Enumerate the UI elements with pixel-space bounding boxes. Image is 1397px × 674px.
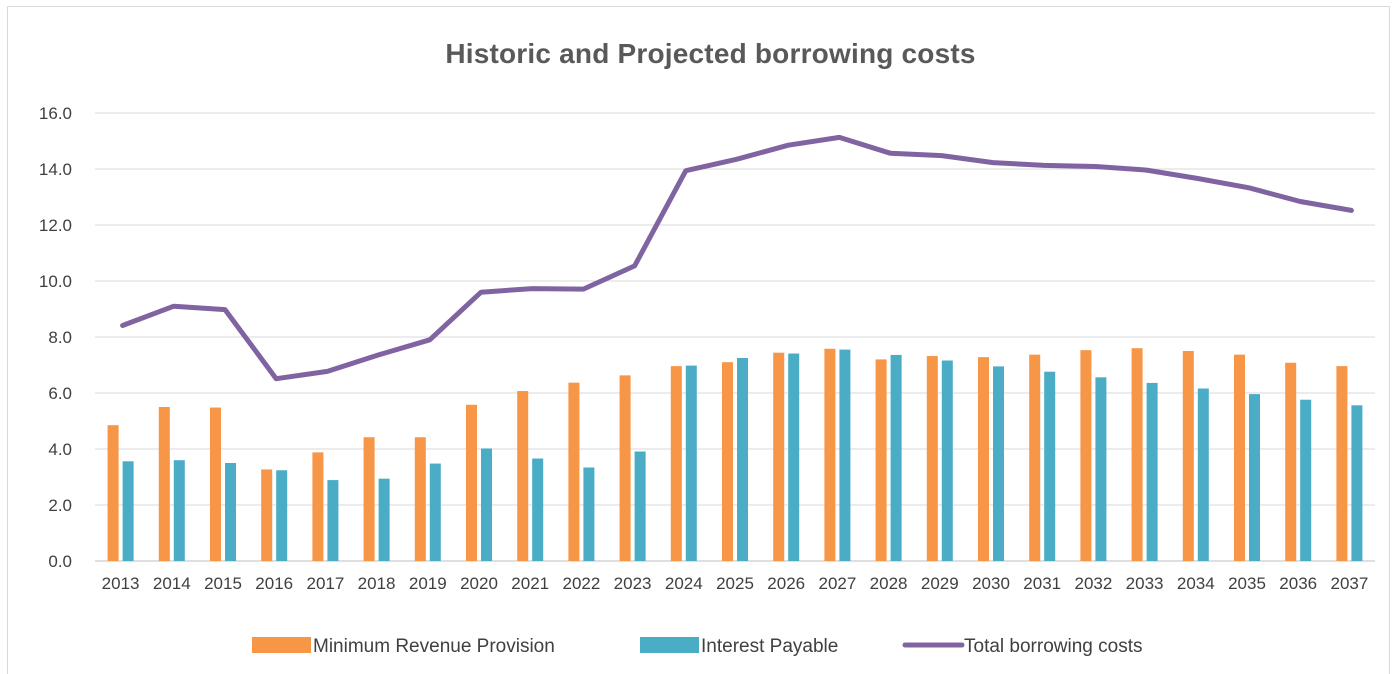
bar-mrp xyxy=(875,359,887,561)
x-tick-label: 2035 xyxy=(1228,574,1266,593)
bar-mrp xyxy=(312,452,324,561)
bars xyxy=(107,348,1363,561)
legend-label: Minimum Revenue Provision xyxy=(313,636,555,657)
gridlines xyxy=(95,112,1375,562)
bar-interest xyxy=(1146,382,1158,561)
bar-mrp xyxy=(261,469,273,561)
bar-mrp xyxy=(1182,351,1194,561)
bar-mrp xyxy=(210,407,221,561)
x-tick-label: 2028 xyxy=(870,574,908,593)
chart-area xyxy=(7,6,1390,674)
bar-interest xyxy=(737,358,748,561)
x-tick-label: 2032 xyxy=(1074,574,1112,593)
total-borrowing-line xyxy=(120,134,1354,382)
x-tick-label: 2019 xyxy=(409,574,447,593)
legend-swatch xyxy=(640,637,699,653)
x-tick-label: 2033 xyxy=(1126,574,1164,593)
x-tick-label: 2014 xyxy=(153,574,191,593)
bar-mrp xyxy=(1336,366,1348,561)
x-tick-label: 2030 xyxy=(972,574,1010,593)
bar-mrp xyxy=(107,425,119,561)
x-tick-label: 2016 xyxy=(255,574,293,593)
bar-mrp xyxy=(414,437,426,561)
bar-interest xyxy=(1095,377,1107,561)
bar-interest xyxy=(890,354,902,561)
legend-label: Interest Payable xyxy=(701,636,838,657)
bar-mrp xyxy=(363,437,375,561)
bar-interest xyxy=(122,461,134,561)
x-tick-label: 2018 xyxy=(358,574,396,593)
x-tick-label: 2017 xyxy=(306,574,344,593)
bar-mrp xyxy=(670,366,682,561)
bar-mrp xyxy=(158,407,170,561)
series-line xyxy=(120,134,1354,382)
y-tick-label: 16.0 xyxy=(39,104,72,123)
bar-mrp xyxy=(619,375,631,561)
y-tick-label: 0.0 xyxy=(48,552,72,571)
y-axis-ticks: 0.0 2.0 4.0 6.0 8.0 10.0 12.0 14.0 16.0 xyxy=(39,104,72,571)
x-tick-label: 2024 xyxy=(665,574,703,593)
bar-interest xyxy=(481,448,492,561)
x-tick-label: 2021 xyxy=(511,574,549,593)
x-tick-label: 2022 xyxy=(562,574,600,593)
x-tick-label: 2026 xyxy=(767,574,805,593)
x-tick-label: 2013 xyxy=(102,574,140,593)
bar-interest xyxy=(788,353,800,561)
bar-mrp xyxy=(1285,362,1297,561)
bar-interest xyxy=(327,480,339,561)
legend-label: Total borrowing costs xyxy=(964,636,1142,657)
bar-mrp xyxy=(824,348,836,561)
y-tick-label: 10.0 xyxy=(39,272,72,291)
bar-mrp xyxy=(1131,348,1143,561)
x-tick-label: 2034 xyxy=(1177,574,1215,593)
y-tick-label: 6.0 xyxy=(48,384,72,403)
y-tick-label: 4.0 xyxy=(48,440,72,459)
bar-mrp xyxy=(1234,354,1245,561)
x-tick-label: 2020 xyxy=(460,574,498,593)
x-tick-label: 2023 xyxy=(614,574,652,593)
bar-interest xyxy=(634,451,646,561)
bar-interest xyxy=(1351,405,1363,561)
bar-mrp xyxy=(978,357,989,561)
x-tick-label: 2037 xyxy=(1330,574,1368,593)
bar-mrp xyxy=(517,391,529,561)
bar-interest xyxy=(583,467,595,561)
x-tick-label: 2025 xyxy=(716,574,754,593)
x-tick-label: 2036 xyxy=(1279,574,1317,593)
x-tick-label: 2029 xyxy=(921,574,959,593)
bar-mrp xyxy=(773,352,785,561)
y-tick-label: 8.0 xyxy=(48,328,72,347)
x-tick-label: 2015 xyxy=(204,574,242,593)
bar-interest xyxy=(1044,371,1056,561)
bar-interest xyxy=(173,460,185,561)
chart-title: Historic and Projected borrowing costs xyxy=(445,38,976,69)
bar-interest xyxy=(1197,388,1209,561)
bar-mrp xyxy=(1080,350,1092,561)
bar-mrp xyxy=(568,382,580,561)
bar-interest xyxy=(993,366,1004,561)
bar-interest xyxy=(429,463,441,561)
x-tick-label: 2027 xyxy=(818,574,856,593)
bar-mrp xyxy=(926,356,938,561)
bar-interest xyxy=(225,463,236,561)
bar-mrp xyxy=(722,362,733,561)
bar-interest xyxy=(532,458,544,561)
bar-mrp xyxy=(466,404,477,561)
bar-mrp xyxy=(1029,354,1041,561)
bar-interest xyxy=(839,349,851,561)
bar-interest xyxy=(1300,399,1312,561)
legend: Minimum Revenue Provision Interest Payabl… xyxy=(252,636,1142,657)
bar-interest xyxy=(941,360,953,561)
bar-interest xyxy=(378,478,390,561)
x-tick-label: 2031 xyxy=(1023,574,1061,593)
y-tick-label: 2.0 xyxy=(48,496,72,515)
legend-swatch xyxy=(252,637,311,653)
y-tick-label: 12.0 xyxy=(39,216,72,235)
bar-interest xyxy=(1249,394,1260,561)
y-tick-label: 14.0 xyxy=(39,160,72,179)
x-axis-ticks: 2013 2014 2015 2016 2017 2018 2019 2020 2021 2022… xyxy=(102,574,1369,593)
bar-interest xyxy=(685,365,697,561)
bar-interest xyxy=(276,470,288,561)
